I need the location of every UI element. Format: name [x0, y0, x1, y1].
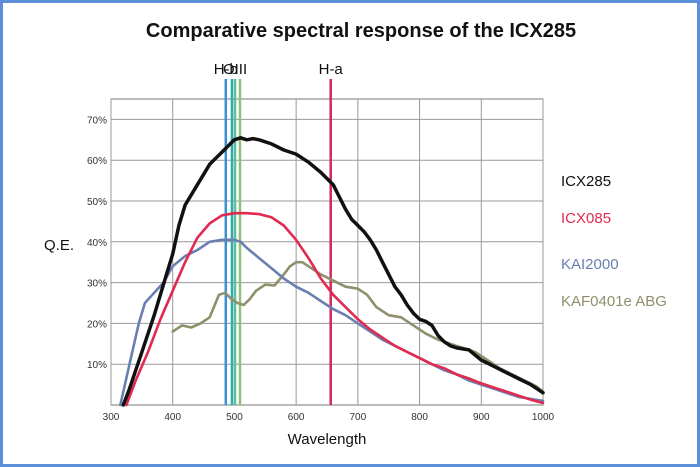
emission-line-label: H-b [214, 61, 238, 78]
y-tick-label: 50% [87, 197, 107, 208]
y-tick-label: 40% [87, 238, 107, 249]
legend: ICX285 ICX085 KAI2000 KAF0401e ABG [561, 173, 667, 310]
x-tick-label: 600 [288, 412, 305, 423]
series-line [119, 238, 545, 407]
emission-line-label: H-a [319, 61, 344, 78]
legend-entry: ICX085 [561, 210, 611, 227]
chart-title: Comparative spectral response of the ICX… [146, 20, 576, 42]
y-tick-label: 10% [87, 360, 107, 371]
legend-entry: ICX285 [561, 173, 611, 190]
plot-area [110, 98, 544, 406]
y-axis-label: Q.E. [44, 237, 74, 254]
x-tick-label: 900 [473, 412, 490, 423]
series-line [121, 136, 545, 407]
data-series [119, 136, 545, 407]
y-tick-label: 70% [87, 115, 107, 126]
x-tick-label: 500 [226, 412, 243, 423]
x-axis-label: Wavelength [288, 431, 367, 448]
grid [110, 99, 544, 405]
series-line [125, 211, 545, 407]
x-axis-ticks: 300 400 500 600 700 800 900 1000 [103, 412, 555, 423]
x-tick-label: 300 [103, 412, 120, 423]
y-tick-label: 60% [87, 156, 107, 167]
x-tick-label: 700 [350, 412, 367, 423]
y-axis-ticks: 10% 20% 30% 40% 50% 60% 70% [87, 115, 107, 371]
legend-entry: KAI2000 [561, 256, 619, 273]
x-tick-label: 400 [164, 412, 181, 423]
x-tick-label: 1000 [532, 412, 555, 423]
y-tick-label: 30% [87, 279, 107, 290]
legend-entry: KAF0401e ABG [561, 293, 667, 310]
emission-line-label: OIII [223, 61, 247, 78]
y-tick-label: 20% [87, 319, 107, 330]
x-tick-label: 800 [411, 412, 428, 423]
spectral-response-chart: Comparative spectral response of the ICX… [44, 20, 667, 448]
